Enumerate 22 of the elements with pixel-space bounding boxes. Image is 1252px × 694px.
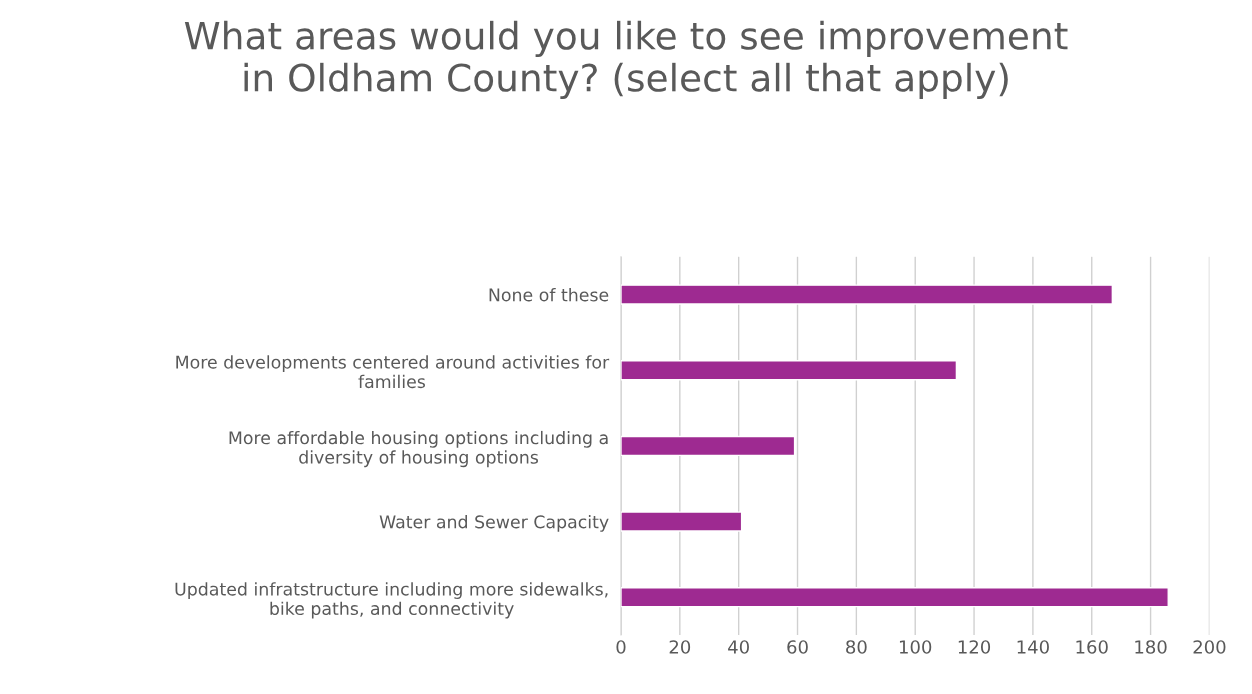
x-tick-label: 80 xyxy=(846,640,867,654)
x-tick-label: 140 xyxy=(1017,640,1049,654)
bar xyxy=(620,435,796,457)
chart-title: What areas would you like to see improvement in Oldham County? (select all that apply) xyxy=(184,20,1068,100)
x-tick-label: 120 xyxy=(958,640,991,654)
y-tick-label: More developments centered around activities for families xyxy=(176,355,610,389)
x-tick-label: 20 xyxy=(669,640,691,654)
x-tick-label: 0 xyxy=(616,640,626,654)
x-tick-label: 180 xyxy=(1135,640,1167,654)
bar xyxy=(620,284,1114,305)
x-tick-label: 200 xyxy=(1193,640,1226,654)
bar xyxy=(620,511,743,532)
x-tick-label: 40 xyxy=(728,640,749,654)
y-tick-label: More affordable housing options including a diversity of housing options xyxy=(229,430,608,468)
x-tick-label: 160 xyxy=(1076,640,1108,654)
x-tick-label: 60 xyxy=(787,640,808,654)
y-tick-label: Water and Sewer Capacity xyxy=(379,514,609,532)
bar xyxy=(620,360,958,381)
x-tick-label: 100 xyxy=(899,640,932,654)
bar xyxy=(620,587,1169,608)
y-tick-label: None of these xyxy=(489,288,609,302)
y-tick-label: Updated infratstructure including more sidewalks, bike paths, and connectivity xyxy=(175,582,608,619)
